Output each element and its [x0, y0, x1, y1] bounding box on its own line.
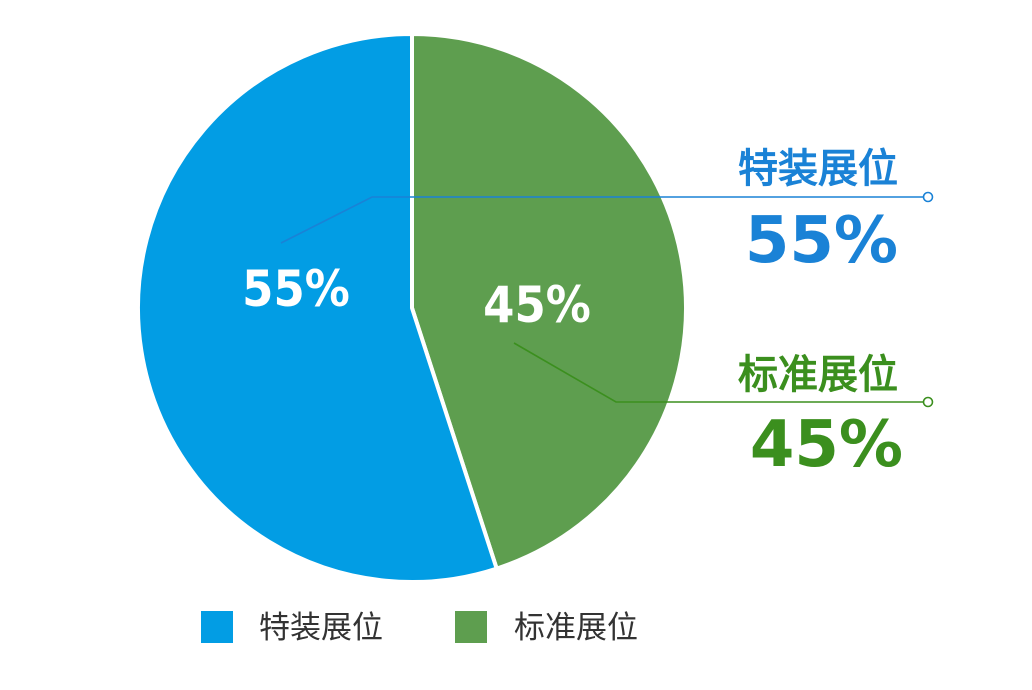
- callout-value-special: 55%: [745, 204, 898, 278]
- leader-line-special: [280, 196, 926, 244]
- legend-label-special: 特装展位: [259, 610, 383, 646]
- slice-label-special: 55%: [242, 260, 350, 318]
- leader-end-standard: [922, 396, 934, 408]
- callout-value-standard: 45%: [750, 408, 903, 482]
- legend-swatch-standard: [455, 611, 487, 643]
- leader-lines: [280, 191, 934, 408]
- pie-slice-standard: [410, 32, 688, 571]
- leader-end-special: [922, 191, 934, 203]
- pie-slices: [136, 32, 688, 584]
- legend: 特装展位 标准展位: [201, 610, 638, 646]
- legend-label-standard: 标准展位: [514, 610, 638, 646]
- slice-label-standard: 45%: [483, 276, 591, 334]
- legend-swatch-special: [201, 611, 233, 643]
- pie-slice-special: [136, 32, 499, 584]
- callout-name-special: 特装展位: [738, 146, 898, 192]
- callout-name-standard: 标准展位: [738, 352, 898, 398]
- leader-line-standard: [513, 342, 926, 403]
